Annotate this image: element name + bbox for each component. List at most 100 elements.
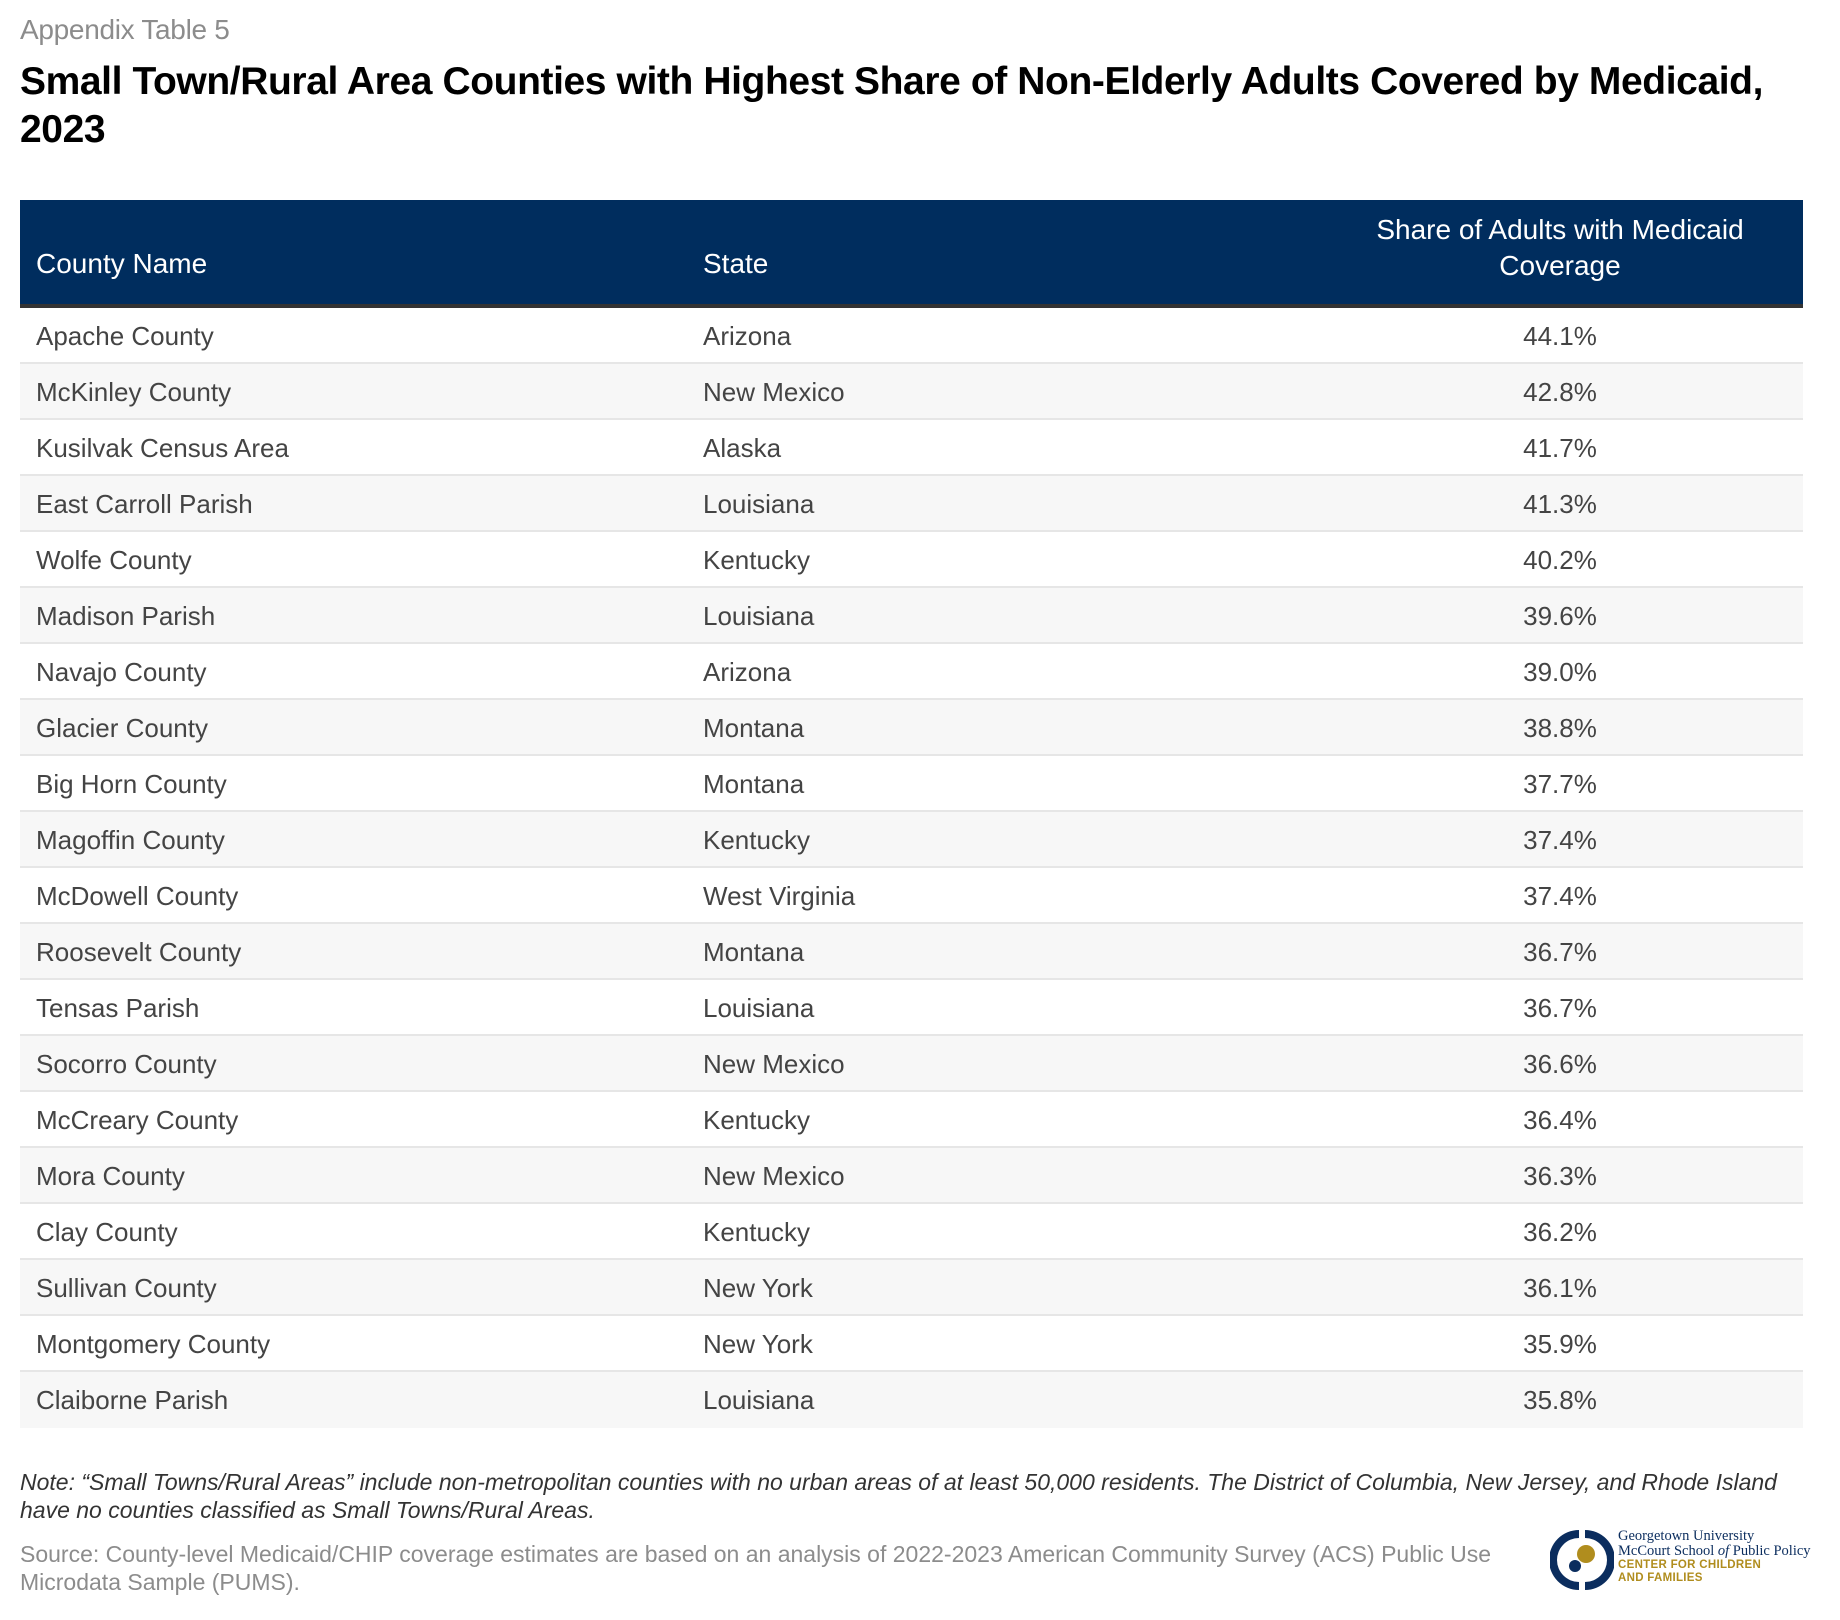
- share-cell: 44.1%: [1523, 321, 1597, 351]
- logo-center-line2: AND FAMILIES: [1618, 1572, 1703, 1584]
- page-title: Small Town/Rural Area Counties with High…: [20, 60, 1764, 151]
- state-cell: Montana: [703, 937, 805, 967]
- county-cell: Kusilvak Census Area: [36, 433, 289, 463]
- logo-university: Georgetown University: [1618, 1528, 1755, 1544]
- state-cell: Kentucky: [703, 825, 810, 855]
- table-row: Kusilvak Census Area Alaska 41.7%: [20, 420, 1803, 476]
- state-cell: New York: [703, 1273, 813, 1303]
- state-cell: Arizona: [703, 321, 792, 351]
- table-row: Clay County Kentucky 36.2%: [20, 1204, 1803, 1260]
- state-cell: New Mexico: [703, 1161, 845, 1191]
- county-cell: Sullivan County: [36, 1273, 217, 1303]
- state-cell: Montana: [703, 713, 805, 743]
- county-cell: Roosevelt County: [36, 937, 242, 967]
- table-row: McDowell County West Virginia 37.4%: [20, 868, 1803, 924]
- county-cell: Big Horn County: [36, 769, 227, 799]
- table-row: Madison Parish Louisiana 39.6%: [20, 588, 1803, 644]
- state-cell: Kentucky: [703, 1105, 810, 1135]
- ccf-logo-icon: [1550, 1530, 1614, 1590]
- table-row: East Carroll Parish Louisiana 41.3%: [20, 476, 1803, 532]
- state-cell: Louisiana: [703, 489, 815, 519]
- appendix-label: Appendix Table 5: [20, 14, 230, 45]
- logo-wordmark: Georgetown University McCourt School of …: [1618, 1529, 1811, 1585]
- share-cell: 38.8%: [1523, 713, 1597, 743]
- table-row: Glacier County Montana 38.8%: [20, 700, 1803, 756]
- county-cell: Navajo County: [36, 657, 207, 687]
- share-cell: 36.1%: [1523, 1273, 1597, 1303]
- county-cell: Glacier County: [36, 713, 208, 743]
- logo-school-part2: Public Policy: [1729, 1543, 1811, 1559]
- share-cell: 35.8%: [1523, 1385, 1597, 1415]
- table-row: Apache County Arizona 44.1%: [20, 308, 1803, 364]
- county-cell: Tensas Parish: [36, 993, 200, 1023]
- county-cell: Wolfe County: [36, 545, 192, 575]
- state-cell: New Mexico: [703, 377, 845, 407]
- state-cell: Kentucky: [703, 1217, 810, 1247]
- county-cell: Madison Parish: [36, 601, 216, 631]
- state-cell: West Virginia: [703, 881, 856, 911]
- data-table: County Name State Share of Adults with M…: [20, 200, 1803, 1428]
- table-row: Claiborne Parish Louisiana 35.8%: [20, 1372, 1803, 1428]
- share-cell: 36.2%: [1523, 1217, 1597, 1247]
- state-cell: Alaska: [703, 433, 782, 463]
- share-cell: 36.4%: [1523, 1105, 1597, 1135]
- share-cell: 37.7%: [1523, 769, 1597, 799]
- share-cell: 36.6%: [1523, 1049, 1597, 1079]
- share-cell: 39.0%: [1523, 657, 1597, 687]
- logo-school: McCourt School of Public Policy: [1618, 1544, 1811, 1559]
- share-cell: 35.9%: [1523, 1329, 1597, 1359]
- county-cell: McCreary County: [36, 1105, 239, 1135]
- table-header: County Name State Share of Adults with M…: [20, 200, 1803, 308]
- county-cell: Montgomery County: [36, 1329, 271, 1359]
- table-row: Montgomery County New York 35.9%: [20, 1316, 1803, 1372]
- state-cell: Montana: [703, 769, 805, 799]
- share-cell: 37.4%: [1523, 881, 1597, 911]
- column-header-county: County Name: [36, 248, 208, 279]
- column-header-state: State: [703, 248, 769, 279]
- logo-school-of: of: [1717, 1543, 1730, 1559]
- state-cell: New Mexico: [703, 1049, 845, 1079]
- state-cell: Louisiana: [703, 1385, 815, 1415]
- county-cell: McDowell County: [36, 881, 239, 911]
- table-row: Magoffin County Kentucky 37.4%: [20, 812, 1803, 868]
- georgetown-ccf-logo: Georgetown University McCourt School of …: [1550, 1527, 1840, 1593]
- share-cell: 36.7%: [1523, 993, 1597, 1023]
- table-row: Roosevelt County Montana 36.7%: [20, 924, 1803, 980]
- state-cell: Arizona: [703, 657, 792, 687]
- share-cell: 37.4%: [1523, 825, 1597, 855]
- county-cell: East Carroll Parish: [36, 489, 253, 519]
- share-cell: 36.3%: [1523, 1161, 1597, 1191]
- table-note: Note: “Small Towns/Rural Areas” include …: [20, 1469, 1777, 1523]
- table-row: Mora County New Mexico 36.3%: [20, 1148, 1803, 1204]
- state-cell: Kentucky: [703, 545, 810, 575]
- table-body: Apache County Arizona 44.1% McKinley County…: [20, 308, 1803, 1428]
- share-cell: 41.7%: [1523, 433, 1597, 463]
- table-row: McCreary County Kentucky 36.4%: [20, 1092, 1803, 1148]
- share-cell: 39.6%: [1523, 601, 1597, 631]
- table-row: Wolfe County Kentucky 40.2%: [20, 532, 1803, 588]
- county-cell: Apache County: [36, 321, 214, 351]
- county-cell: Mora County: [36, 1161, 185, 1191]
- table-row: Sullivan County New York 36.1%: [20, 1260, 1803, 1316]
- share-cell: 42.8%: [1523, 377, 1597, 407]
- table-source: Source: County-level Medicaid/CHIP cover…: [20, 1541, 1492, 1595]
- logo-center-line1: CENTER FOR CHILDREN: [1618, 1559, 1762, 1571]
- state-cell: Louisiana: [703, 993, 815, 1023]
- table-row: McKinley County New Mexico 42.8%: [20, 364, 1803, 420]
- share-cell: 36.7%: [1523, 937, 1597, 967]
- table-row: Big Horn County Montana 37.7%: [20, 756, 1803, 812]
- table-row: Tensas Parish Louisiana 36.7%: [20, 980, 1803, 1036]
- share-cell: 40.2%: [1523, 545, 1597, 575]
- logo-school-part1: McCourt School: [1618, 1543, 1718, 1559]
- county-cell: Magoffin County: [36, 825, 225, 855]
- county-cell: McKinley County: [36, 377, 232, 407]
- county-cell: Clay County: [36, 1217, 178, 1247]
- state-cell: New York: [703, 1329, 813, 1359]
- table-row: Navajo County Arizona 39.0%: [20, 644, 1803, 700]
- state-cell: Louisiana: [703, 601, 815, 631]
- column-header-share: Share of Adults with Medicaid Coverage: [1376, 214, 1744, 281]
- county-cell: Socorro County: [36, 1049, 217, 1079]
- table-row: Socorro County New Mexico 36.6%: [20, 1036, 1803, 1092]
- county-cell: Claiborne Parish: [36, 1385, 229, 1415]
- share-cell: 41.3%: [1523, 489, 1597, 519]
